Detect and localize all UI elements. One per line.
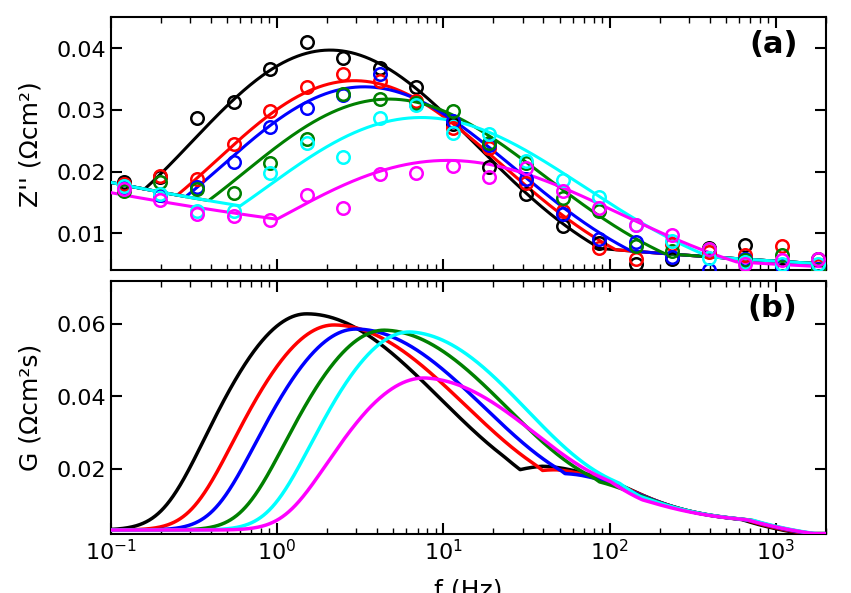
Y-axis label: G (Ωcm²s): G (Ωcm²s) xyxy=(19,344,43,471)
Y-axis label: Z'' (Ωcm²): Z'' (Ωcm²) xyxy=(19,81,43,207)
Text: (a): (a) xyxy=(748,30,797,59)
X-axis label: f (Hz): f (Hz) xyxy=(434,578,502,593)
Text: (b): (b) xyxy=(747,294,797,323)
